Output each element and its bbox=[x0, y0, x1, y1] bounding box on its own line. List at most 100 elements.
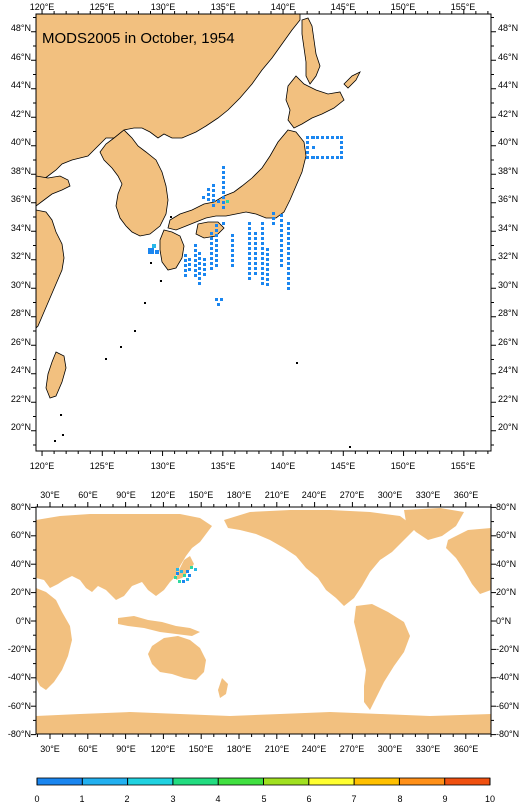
observation-cell bbox=[316, 136, 319, 139]
observation-cell bbox=[203, 268, 206, 271]
observation-cell bbox=[287, 287, 290, 290]
colorbar-segment bbox=[127, 778, 173, 785]
x-tick-label: 150°E bbox=[391, 461, 416, 471]
observation-cell bbox=[220, 298, 223, 301]
south-america bbox=[354, 604, 410, 710]
observation-cell bbox=[184, 254, 187, 257]
observation-cell bbox=[231, 254, 234, 257]
observation-cell bbox=[331, 156, 334, 159]
observation-cell bbox=[254, 257, 257, 260]
x-tick-label: 300°E bbox=[378, 490, 403, 500]
observation-cell bbox=[210, 232, 213, 235]
observation-cell bbox=[280, 234, 283, 237]
observation-cell bbox=[194, 244, 197, 247]
observation-cell bbox=[248, 242, 251, 245]
observation-cell bbox=[155, 250, 159, 254]
global-x-tick-labels-bottom: 30°E 60°E 90°E 120°E 150°E 180°E 210°E 2… bbox=[40, 744, 478, 754]
observation-cell bbox=[272, 212, 275, 215]
x-tick-label: 120°E bbox=[30, 2, 55, 12]
observation-cell bbox=[248, 222, 251, 225]
regional-map: MODS2005 in October, 1954 bbox=[31, 9, 496, 456]
global-x-tick-labels-top: 30°E 60°E 90°E 120°E 150°E 180°E 210°E 2… bbox=[40, 490, 478, 500]
observation-cell bbox=[207, 198, 210, 201]
observation-cell bbox=[198, 252, 201, 255]
global-y-tick-labels-right: 80°N 60°N 40°N 20°N 0°N -20°N -40°N -60°… bbox=[496, 502, 519, 739]
observation-cell bbox=[340, 141, 343, 144]
observation-cell bbox=[148, 248, 154, 254]
observation-cell bbox=[231, 264, 234, 267]
observation-cell bbox=[212, 184, 215, 187]
observation-cell bbox=[287, 247, 290, 250]
colorbar-label: 10 bbox=[485, 794, 495, 804]
honshu bbox=[167, 129, 307, 231]
colorbar-label: 8 bbox=[397, 794, 402, 804]
observation-cell bbox=[280, 239, 283, 242]
observation-cell bbox=[222, 222, 225, 225]
observation-cell bbox=[316, 156, 319, 159]
observation-cell bbox=[312, 136, 315, 139]
colorbar-label: 4 bbox=[215, 794, 220, 804]
map-title: MODS2005 in October, 1954 bbox=[42, 30, 235, 47]
y-tick-label: 40°N bbox=[11, 137, 31, 147]
y-tick-label: 30°N bbox=[11, 280, 31, 290]
observation-cell bbox=[340, 156, 343, 159]
regional-land bbox=[36, 14, 361, 399]
observation-cell bbox=[261, 227, 264, 230]
y-tick-label: 42°N bbox=[11, 109, 31, 119]
y-tick-label: 38°N bbox=[498, 166, 518, 176]
kuril-islands bbox=[343, 71, 361, 89]
observation-cell bbox=[266, 283, 269, 286]
colorbar-label: 3 bbox=[170, 794, 175, 804]
y-tick-label: -20°N bbox=[8, 644, 31, 654]
observation-cell bbox=[331, 136, 334, 139]
colorbar-segment bbox=[354, 778, 400, 785]
observation-cell bbox=[280, 264, 283, 267]
asia-mainland bbox=[36, 14, 301, 185]
y-tick-label: 40°N bbox=[496, 559, 516, 569]
observation-cell bbox=[248, 252, 251, 255]
observation-cell bbox=[272, 217, 275, 220]
regional-x-tick-labels-bottom: 120°E 125°E 130°E 135°E 140°E 145°E 150°… bbox=[30, 461, 476, 471]
observation-cell bbox=[222, 201, 225, 204]
observation-cell bbox=[261, 277, 264, 280]
x-tick-label: 360°E bbox=[454, 490, 479, 500]
x-tick-label: 135°E bbox=[211, 461, 236, 471]
y-tick-label: 46°N bbox=[498, 52, 518, 62]
observation-cell bbox=[326, 136, 329, 139]
observation-cell bbox=[287, 277, 290, 280]
y-tick-label: 26°N bbox=[11, 337, 31, 347]
observation-cell bbox=[215, 244, 218, 247]
observation-cell bbox=[222, 196, 225, 199]
x-tick-label: 135°E bbox=[211, 2, 236, 12]
x-tick-label: 150°E bbox=[391, 2, 416, 12]
global-land bbox=[36, 508, 491, 734]
observation-cell bbox=[198, 267, 201, 270]
observation-cell bbox=[261, 222, 264, 225]
x-tick-label: 140°E bbox=[271, 461, 296, 471]
observation-cell bbox=[306, 151, 309, 154]
y-tick-label: 46°N bbox=[11, 52, 31, 62]
observation-cell bbox=[231, 249, 234, 252]
observation-cell bbox=[266, 248, 269, 251]
observation-cell bbox=[280, 249, 283, 252]
colorbar-label: 1 bbox=[79, 794, 84, 804]
y-tick-label: 36°N bbox=[11, 194, 31, 204]
x-tick-label: 60°E bbox=[78, 490, 98, 500]
colorbar-label: 2 bbox=[124, 794, 129, 804]
colorbar-segment bbox=[82, 778, 128, 785]
europe-wrap bbox=[446, 528, 491, 594]
observation-cell bbox=[266, 273, 269, 276]
observation-cell bbox=[215, 264, 218, 267]
observation-cell bbox=[210, 247, 213, 250]
north-america bbox=[224, 510, 416, 606]
observation-cell bbox=[272, 222, 275, 225]
observation-cell bbox=[312, 156, 315, 159]
observation-cell bbox=[287, 257, 290, 260]
x-tick-label: 150°E bbox=[189, 490, 214, 500]
observation-cell bbox=[210, 267, 213, 270]
observation-cell bbox=[215, 224, 218, 227]
x-tick-label: 240°E bbox=[302, 490, 327, 500]
colorbar-label: 5 bbox=[261, 794, 266, 804]
y-tick-label: 0°N bbox=[496, 616, 511, 626]
